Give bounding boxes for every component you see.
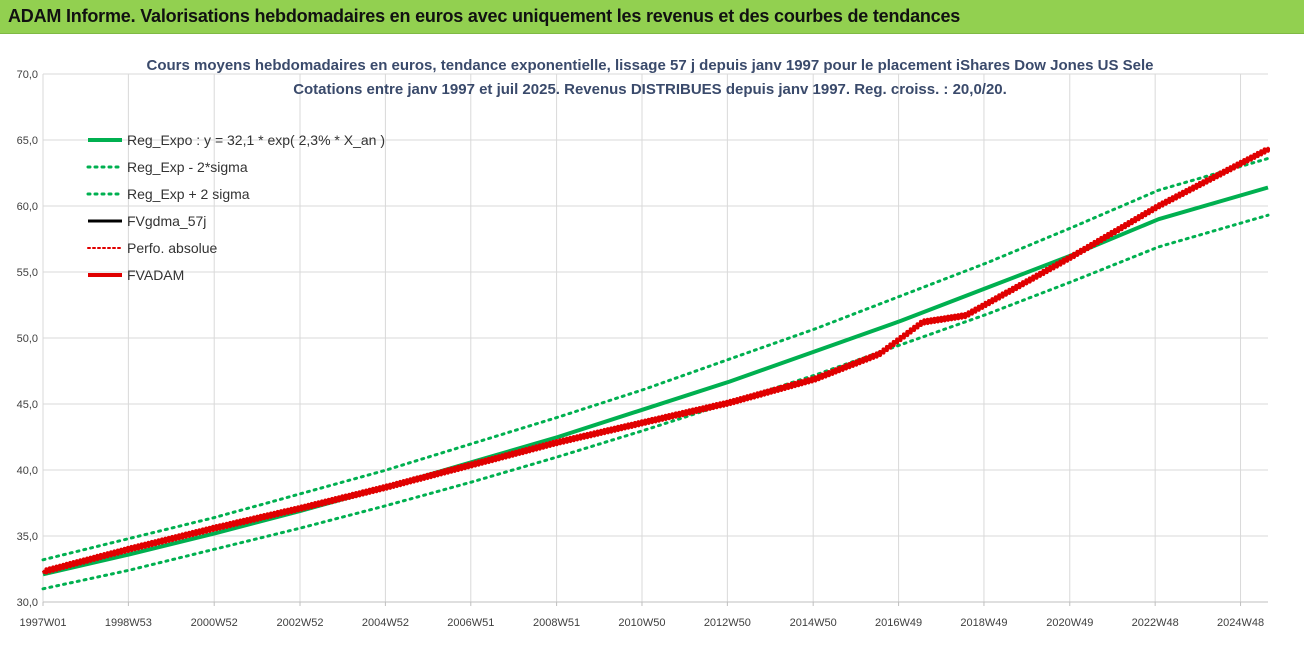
legend-label: Reg_Exp - 2*sigma [127,159,248,175]
series-line-0 [42,185,1269,577]
x-tick-label: 2012W50 [704,617,751,629]
chart-title-line-1: Cours moyens hebdomadaires en euros, ten… [146,57,1153,74]
y-tick-label: 35,0 [17,531,38,543]
chart-series [41,146,1270,591]
legend-label: Perfo. absolue [127,240,217,256]
series-line-2 [41,157,1270,562]
x-tick-label: 2016W49 [875,617,922,629]
y-tick-label: 40,0 [17,465,38,477]
x-tick-label: 2006W51 [447,617,494,629]
x-tick-label: 2022W48 [1132,617,1179,629]
x-tick-label: 2004W52 [362,617,409,629]
y-tick-label: 70,0 [17,69,38,81]
legend-label: FVgdma_57j [127,213,206,229]
series-line-5 [42,147,1270,575]
y-tick-label: 45,0 [17,399,38,411]
legend-label: FVADAM [127,267,184,283]
y-tick-label: 60,0 [17,201,38,213]
chart-background [0,34,1304,652]
chart-header-bar: ADAM Informe. Valorisations hebdomadaire… [0,0,1304,34]
x-tick-label: 1998W53 [105,617,152,629]
chart-axes: 30,0 35,0 40,0 45,0 50,0 55,0 60,0 65,0 70,0 1997… [17,69,1268,629]
y-tick-label: 55,0 [17,267,38,279]
x-tick-label: 2008W51 [533,617,580,629]
x-tick-label: 1997W01 [19,617,66,629]
x-tick-label: 2020W49 [1046,617,1093,629]
chart-title-line-2: Cotations entre janv 1997 et juil 2025. … [293,81,1007,98]
legend-label: Reg_Expo : y = 32,1 * exp( 2,3% * X_an ) [127,132,385,148]
line-chart: 30,0 35,0 40,0 45,0 50,0 55,0 60,0 65,0 70,0 1997… [0,34,1304,652]
series-line-1 [41,213,1270,591]
header-title: ADAM Informe. Valorisations hebdomadaire… [8,6,961,26]
x-tick-label: 2014W50 [790,617,837,629]
x-tick-label: 2002W52 [276,617,323,629]
x-tick-label: 2024W48 [1217,617,1264,629]
x-tick-label: 2018W49 [960,617,1007,629]
legend-label: Reg_Exp + 2 sigma [127,186,250,202]
y-tick-label: 30,0 [17,597,38,609]
y-tick-label: 65,0 [17,135,38,147]
y-tick-label: 50,0 [17,333,38,345]
chart-legend: Reg_Expo : y = 32,1 * exp( 2,3% * X_an )… [86,132,385,283]
x-tick-label: 2010W50 [618,617,665,629]
x-tick-label: 2000W52 [191,617,238,629]
